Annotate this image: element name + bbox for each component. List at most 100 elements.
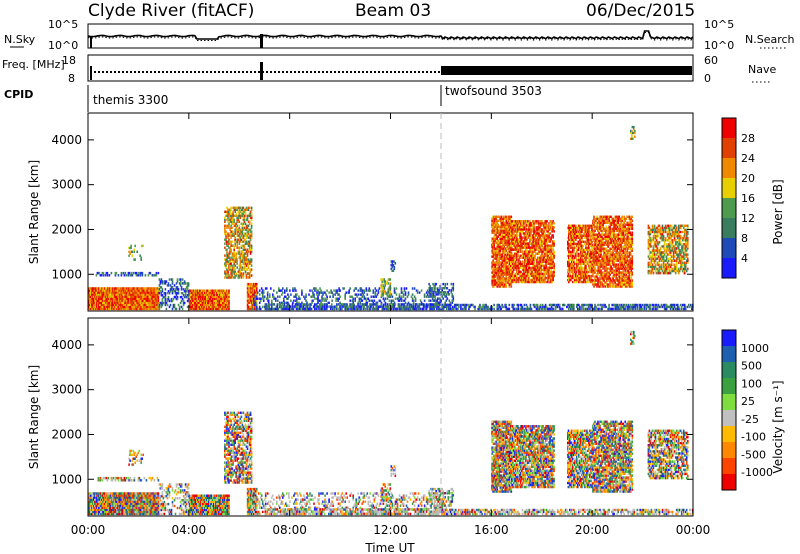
range-gate-cell (682, 307, 685, 311)
range-gate-cell (144, 307, 147, 311)
range-gate-cell (691, 305, 693, 309)
range-gate-cell (509, 238, 511, 241)
range-gate-cell (384, 297, 387, 300)
range-gate-cell (102, 297, 104, 300)
range-gate-cell (144, 299, 147, 302)
range-gate-cell (423, 305, 426, 308)
range-gate-cell (357, 305, 359, 308)
range-gate-cell (505, 225, 508, 229)
range-gate-cell (130, 289, 132, 292)
range-gate-cell (227, 289, 229, 292)
range-gate-cell (506, 247, 509, 250)
range-gate-cell (503, 225, 506, 229)
range-gate-cell (239, 232, 242, 235)
range-gate-cell (506, 261, 509, 264)
range-gate-cell (517, 250, 519, 253)
range-gate-cell (279, 295, 281, 298)
range-gate-cell (663, 303, 666, 307)
range-gate-cell (519, 307, 522, 311)
range-gate-cell (221, 293, 223, 297)
range-gate-cell (237, 252, 240, 255)
range-gate-cell (121, 287, 123, 290)
range-gate-cell (500, 229, 503, 232)
range-gate-cell (615, 307, 618, 311)
range-gate-cell (512, 228, 514, 231)
range-gate-cell (451, 299, 454, 302)
range-gate-cell (452, 282, 455, 286)
range-gate-cell (521, 222, 523, 225)
range-gate-cell (253, 303, 256, 307)
range-gate-cell (155, 307, 158, 311)
range-gate-cell (423, 299, 426, 302)
range-gate-cell (277, 307, 280, 311)
range-gate-cell (215, 299, 217, 303)
range-gate-cell (305, 307, 308, 311)
range-gate-cell (517, 240, 519, 243)
range-gate-cell (439, 301, 442, 305)
range-gate-cell (518, 226, 520, 229)
range-gate-cell (513, 230, 515, 233)
range-gate-cell (211, 301, 213, 305)
range-gate-cell (676, 307, 679, 311)
range-gate-cell (496, 249, 499, 252)
range-gate-cell (101, 303, 103, 307)
range-gate-cell (137, 274, 140, 277)
range-gate-cell (576, 305, 578, 309)
range-gate-cell (515, 274, 517, 278)
range-gate-cell (498, 243, 501, 246)
range-gate-cell (127, 271, 130, 275)
range-gate-cell (121, 303, 123, 307)
range-gate-cell (238, 236, 241, 239)
range-gate-cell (496, 225, 499, 229)
range-gate-cell (435, 307, 438, 311)
range-gate-cell (117, 303, 119, 307)
range-gate-cell (144, 303, 147, 307)
range-gate-cell (509, 226, 511, 229)
range-gate-cell (205, 305, 207, 309)
range-gate-cell (390, 305, 393, 308)
range-gate-cell (504, 277, 507, 280)
range-gate-cell (520, 250, 522, 253)
range-gate-cell (668, 305, 671, 309)
range-gate-cell (127, 303, 129, 307)
range-gate-cell (240, 254, 243, 257)
range-gate-cell (110, 271, 113, 275)
range-gate-cell (125, 289, 127, 292)
range-gate-cell (505, 231, 508, 234)
range-gate-cell (339, 295, 341, 298)
range-gate-cell (231, 258, 233, 261)
range-gate-cell (496, 277, 499, 280)
range-gate-cell (349, 305, 351, 308)
range-gate-cell (121, 289, 123, 292)
range-gate-cell (503, 237, 506, 240)
range-gate-cell (505, 243, 508, 246)
range-gate-cell (246, 258, 249, 261)
range-gate-cell (218, 289, 220, 292)
range-gate-cell (189, 301, 192, 305)
range-gate-cell (241, 244, 244, 247)
range-gate-cell (513, 228, 515, 231)
range-gate-cell (430, 289, 432, 292)
range-gate-cell (517, 252, 519, 255)
range-gate-cell (335, 289, 337, 292)
range-gate-cell (179, 282, 182, 285)
range-gate-cell (212, 295, 214, 299)
range-gate-cell (180, 299, 183, 303)
range-gate-cell (216, 291, 218, 295)
range-gate-cell (254, 291, 257, 294)
range-gate-cell (507, 217, 510, 221)
range-gate-cell (238, 212, 241, 216)
range-gate-cell (374, 303, 377, 306)
range-gate-cell (252, 289, 255, 292)
range-gate-cell (212, 307, 214, 311)
range-gate-cell (233, 252, 236, 255)
range-gate-cell (223, 299, 225, 303)
range-gate-cell (242, 248, 245, 251)
range-gate-cell (198, 301, 201, 305)
range-gate-cell (243, 208, 246, 212)
range-gate-cell (261, 291, 264, 294)
range-gate-cell (295, 307, 298, 311)
range-gate-cell (398, 293, 401, 296)
range-gate-cell (506, 271, 509, 274)
range-gate-cell (250, 222, 253, 226)
